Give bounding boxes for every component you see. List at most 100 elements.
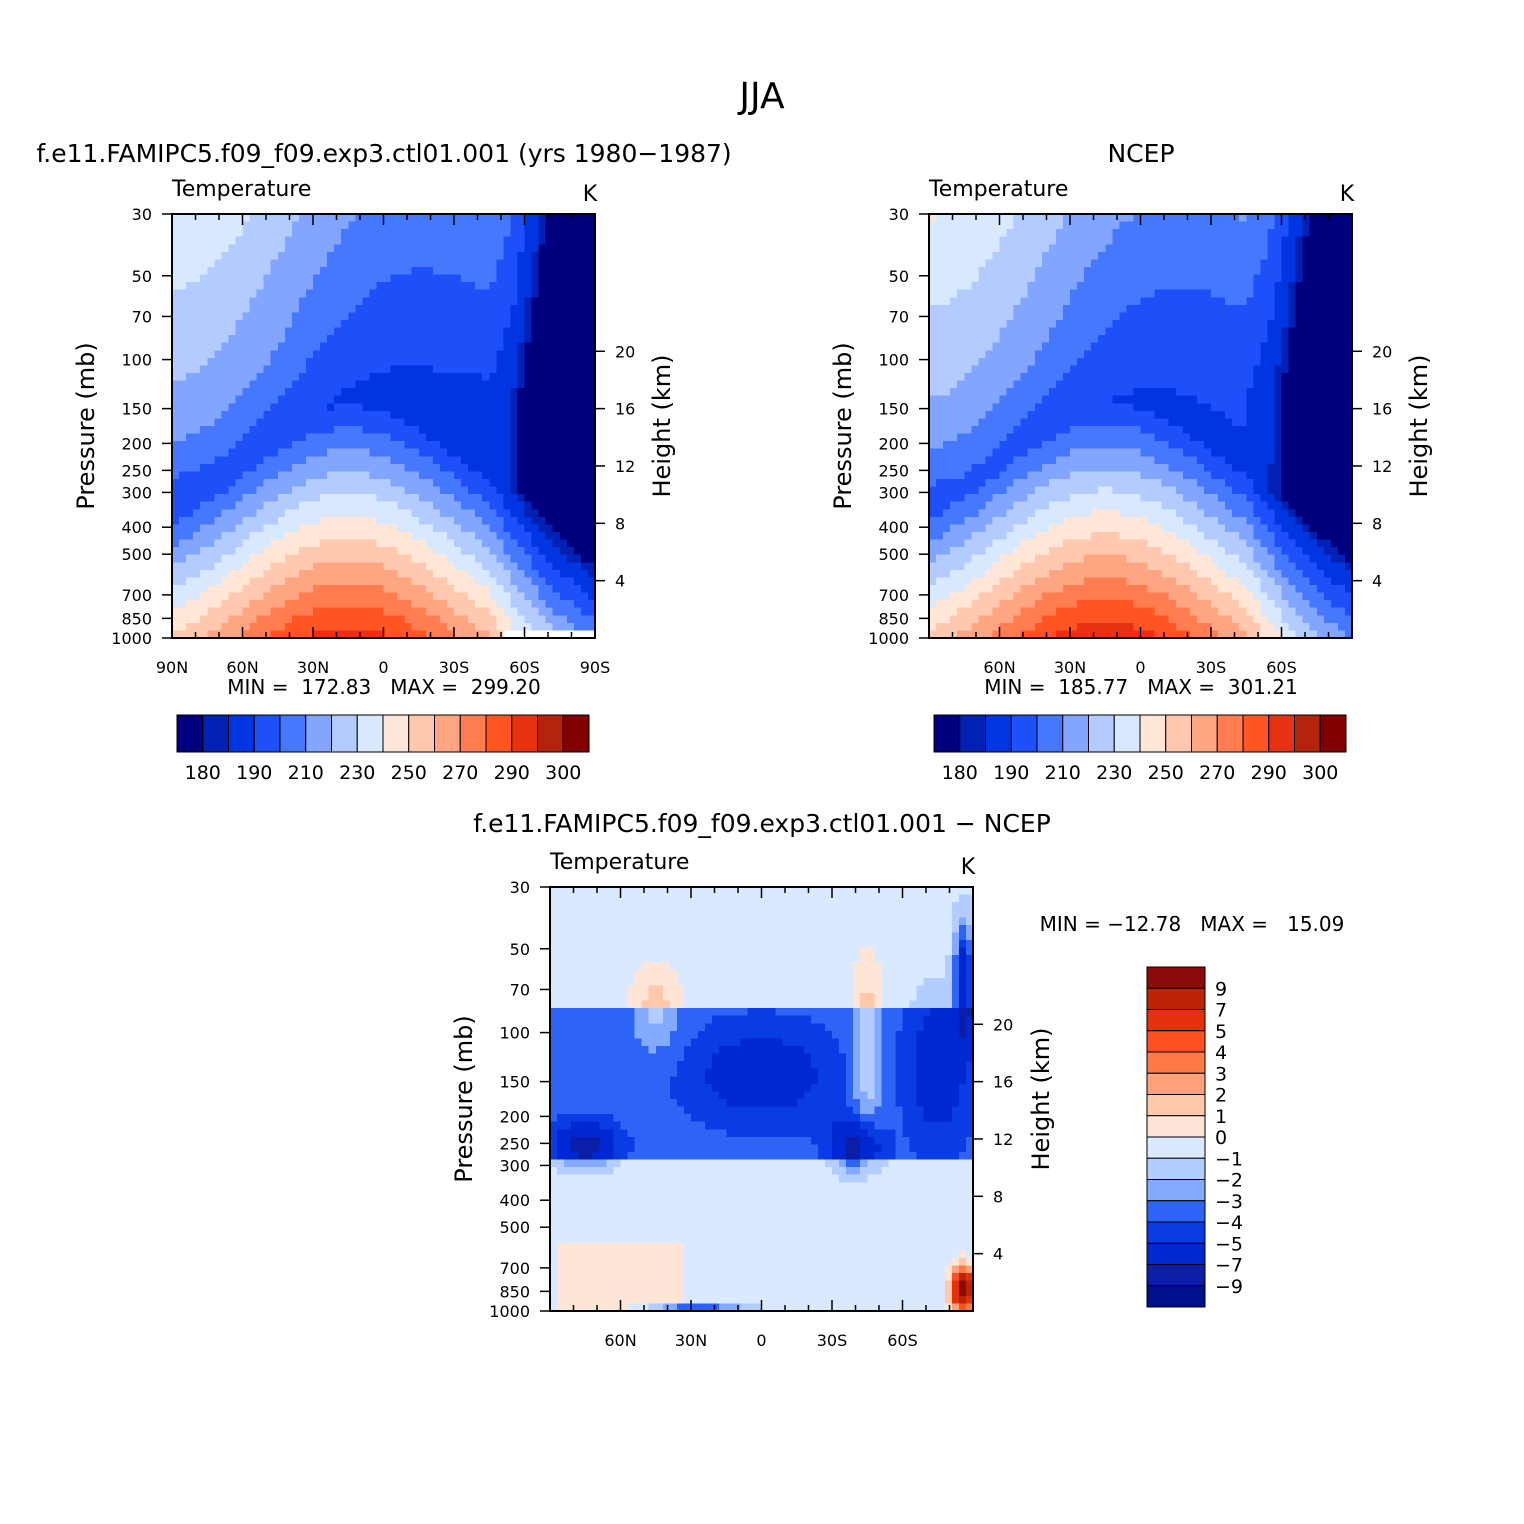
field-cell: [404, 516, 413, 526]
field-cell: [298, 357, 307, 367]
field-cell: [566, 350, 575, 359]
field-cell: [1288, 259, 1297, 268]
field-cell: [943, 236, 951, 245]
field-cell: [1112, 380, 1120, 389]
field-cell: [964, 388, 972, 397]
field-cell: [439, 274, 448, 283]
field-cell: [432, 532, 441, 541]
field-cell: [957, 380, 965, 389]
field-cell: [404, 289, 413, 298]
field-cell: [1013, 229, 1022, 238]
field-cell: [1077, 267, 1085, 276]
field-cell: [320, 229, 328, 238]
field-cell: [355, 267, 363, 276]
field-cell: [1154, 342, 1163, 351]
field-cell: [341, 433, 349, 442]
field-cell: [454, 630, 462, 639]
field-cell: [355, 403, 363, 412]
field-cell: [362, 357, 370, 367]
field-cell: [277, 615, 286, 624]
field-cell: [228, 448, 237, 457]
field-cell: [1119, 236, 1127, 245]
field-cell: [489, 297, 497, 306]
field-cell: [957, 267, 965, 276]
field-cell: [327, 403, 335, 412]
field-cell: [1098, 388, 1106, 397]
field-cell: [362, 395, 370, 404]
field-cell: [1330, 380, 1339, 389]
field-cell: [985, 289, 994, 298]
field-cell: [305, 554, 314, 563]
field-cell: [446, 456, 455, 465]
field-cell: [1161, 259, 1170, 268]
field-cell: [341, 501, 349, 510]
field-cell: [432, 221, 441, 230]
field-cell: [1288, 335, 1297, 344]
field-cell: [1006, 312, 1015, 321]
field-cell: [298, 622, 307, 632]
field-cell: [503, 441, 511, 450]
field-cell: [439, 448, 448, 457]
field-cell: [432, 395, 441, 404]
field-cell: [454, 524, 462, 533]
field-cell: [256, 244, 265, 253]
field-cell: [411, 433, 420, 442]
field-cell: [341, 532, 349, 541]
field-cell: [1062, 365, 1071, 374]
field-cell: [580, 479, 589, 488]
field-cell: [552, 221, 561, 230]
field-cell: [929, 388, 937, 397]
field-cell: [1041, 380, 1050, 389]
field-cell: [552, 259, 561, 268]
field-cell: [503, 471, 511, 480]
field-cell: [1112, 289, 1120, 298]
field-cell: [1084, 297, 1092, 306]
field-cell: [397, 592, 406, 601]
field-cell: [496, 221, 504, 230]
field-cell: [475, 289, 483, 298]
field-cell: [475, 577, 483, 586]
field-cell: [475, 600, 483, 609]
field-cell: [439, 486, 448, 495]
field-cell: [566, 577, 575, 586]
field-cell: [545, 373, 554, 382]
field-cell: [172, 577, 180, 586]
field-cell: [1013, 267, 1022, 276]
field-cell: [496, 577, 504, 586]
field-cell: [418, 615, 427, 624]
field-cell: [978, 342, 986, 351]
field-cell: [475, 304, 483, 314]
field-cell: [1295, 304, 1304, 314]
field-cell: [418, 274, 427, 283]
field-cell: [200, 463, 208, 473]
field-cell: [418, 516, 427, 526]
field-cells: [929, 214, 1353, 639]
field-cell: [1013, 312, 1022, 321]
field-cell: [482, 547, 490, 556]
field-cell: [256, 221, 265, 230]
field-cell: [341, 388, 349, 397]
field-cell: [355, 509, 363, 518]
field-cell: [971, 274, 979, 283]
field-cell: [270, 426, 279, 435]
field-cell: [390, 282, 399, 291]
field-cell: [510, 547, 519, 556]
field-cell: [1239, 357, 1247, 367]
field-cell: [425, 335, 434, 344]
field-cell: [1055, 251, 1064, 261]
field-cell: [992, 259, 1001, 268]
field-cell: [327, 410, 335, 420]
field-cell: [580, 259, 589, 268]
field-cell: [214, 410, 222, 420]
field-cell: [1133, 244, 1142, 253]
field-cell: [1034, 214, 1043, 223]
field-cell: [291, 350, 300, 359]
field-cell: [277, 426, 286, 435]
field-cell: [1288, 365, 1297, 374]
field-cell: [489, 456, 497, 465]
field-cell: [235, 410, 244, 420]
field-cell: [496, 600, 504, 609]
field-cell: [475, 524, 483, 533]
field-cell: [1302, 244, 1311, 253]
field-cell: [573, 327, 582, 336]
